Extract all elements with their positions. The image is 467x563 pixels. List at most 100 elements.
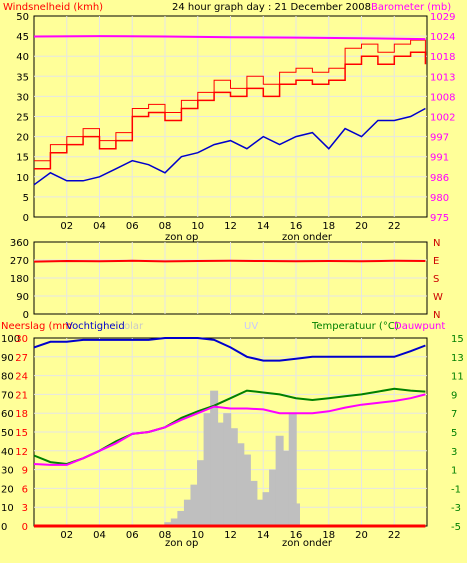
y2-tick-label: 975 bbox=[430, 213, 449, 224]
y-tick-label: 90 bbox=[16, 292, 29, 303]
humidity-tick-label: 0 bbox=[1, 522, 7, 533]
rain-tick-label: 6 bbox=[22, 484, 28, 495]
solar-bar bbox=[282, 450, 291, 526]
rain-tick-label: 27 bbox=[15, 353, 28, 364]
x-tick-label: 04 bbox=[93, 530, 106, 541]
humidity-tick-label: 70 bbox=[1, 390, 14, 401]
y2-tick-label: 1018 bbox=[430, 52, 455, 63]
x-tick-label: 14 bbox=[257, 530, 270, 541]
rain-tick-label: 30 bbox=[15, 334, 28, 345]
average-wind-line bbox=[33, 107, 426, 186]
temperature-tick-label: -5 bbox=[451, 522, 461, 533]
x-tick-label: 04 bbox=[93, 221, 106, 232]
rain-tick-label: 9 bbox=[22, 466, 28, 477]
x-tick-label: 14 bbox=[257, 221, 270, 232]
x-tick-label: 22 bbox=[388, 221, 401, 232]
solar-bar bbox=[203, 413, 212, 526]
solar-bar bbox=[170, 518, 179, 526]
uv-axis-label: UV bbox=[244, 321, 258, 332]
solar-bar bbox=[275, 435, 284, 526]
temperature-tick-label: 9 bbox=[451, 390, 457, 401]
humidity-line bbox=[33, 337, 426, 362]
solar-bar bbox=[292, 503, 300, 526]
solar-bar bbox=[216, 422, 225, 526]
y-tick-label: 360 bbox=[10, 238, 29, 249]
x-tick-label: 06 bbox=[126, 221, 139, 232]
y2-tick-label: 1002 bbox=[430, 113, 455, 124]
solar-bar bbox=[262, 492, 271, 526]
dewpoint-axis-label: Dauwpunt bbox=[394, 321, 445, 332]
barometer-line bbox=[33, 35, 426, 41]
baro-axis-label: Barometer (mb) bbox=[371, 2, 451, 13]
humidity-tick-label: 60 bbox=[1, 409, 14, 420]
sunset-label-3: zon onder bbox=[282, 538, 333, 549]
rain-tick-label: 18 bbox=[15, 409, 28, 420]
x-tick-label: 22 bbox=[388, 530, 401, 541]
wind-direction-line bbox=[33, 259, 426, 263]
y-tick-label: 0 bbox=[23, 310, 29, 321]
rain-tick-label: 21 bbox=[15, 390, 28, 401]
x-tick-label: 16 bbox=[290, 221, 303, 232]
rain-tick-label: 24 bbox=[15, 372, 28, 383]
panel1-series bbox=[33, 35, 427, 186]
panel3-x-ticks: 02 04 06 08 10 12 14 16 18 20 22 bbox=[60, 530, 400, 541]
y2-tick-label: 991 bbox=[430, 153, 449, 164]
solar-bar bbox=[183, 499, 192, 526]
wind-axis-label: Windsnelheid (kmh) bbox=[3, 2, 103, 13]
y-tick-label: 5 bbox=[23, 193, 29, 204]
solar-bar bbox=[177, 510, 186, 526]
x-tick-label: 06 bbox=[126, 530, 139, 541]
panel1-x-ticks: 02 04 06 08 10 12 14 16 18 20 22 bbox=[60, 221, 400, 232]
y-tick-label: 15 bbox=[16, 153, 29, 164]
solar-bar bbox=[229, 428, 238, 526]
panel2-left-ticks: 0 90 180 270 360 bbox=[10, 238, 29, 321]
rain-tick-label: 0 bbox=[22, 522, 28, 533]
temperature-tick-label: 5 bbox=[451, 428, 457, 439]
solar-bar bbox=[236, 443, 245, 526]
y-tick-label: 180 bbox=[10, 274, 29, 285]
rain-tick-label: 12 bbox=[15, 447, 28, 458]
humidity-tick-label: 10 bbox=[1, 503, 14, 514]
y2-tick-label: 980 bbox=[430, 193, 449, 204]
humidity-tick-label: 100 bbox=[1, 334, 20, 345]
sunset-label-1: zon onder bbox=[282, 232, 333, 243]
compass-tick-label: E bbox=[433, 256, 439, 267]
y2-tick-label: 1024 bbox=[430, 32, 455, 43]
solar-bar bbox=[190, 484, 199, 526]
chart-title: 24 hour graph day : 21 December 2008 bbox=[172, 2, 371, 13]
compass-tick-label: N bbox=[433, 238, 440, 249]
panel1-left-ticks: 0 5 10 15 20 25 30 35 40 45 50 bbox=[16, 12, 29, 224]
y-tick-label: 270 bbox=[10, 256, 29, 267]
temperature-axis-label: Temperatuur (°C) bbox=[311, 321, 399, 332]
temperature-tick-label: -3 bbox=[451, 503, 461, 514]
temperature-tick-label: 7 bbox=[451, 409, 457, 420]
y-tick-label: 35 bbox=[16, 72, 29, 83]
y2-tick-label: 997 bbox=[430, 133, 449, 144]
y-tick-label: 20 bbox=[16, 133, 29, 144]
solar-bar bbox=[249, 480, 258, 526]
y-tick-label: 0 bbox=[23, 213, 29, 224]
x-tick-label: 08 bbox=[159, 530, 172, 541]
x-tick-label: 18 bbox=[322, 530, 335, 541]
x-tick-label: 18 bbox=[322, 221, 335, 232]
panel3-series bbox=[33, 337, 426, 528]
x-tick-label: 10 bbox=[191, 221, 204, 232]
x-tick-label: 20 bbox=[355, 530, 368, 541]
y-tick-label: 30 bbox=[16, 92, 29, 103]
temperature-tick-label: 1 bbox=[451, 466, 457, 477]
x-tick-label: 10 bbox=[191, 530, 204, 541]
temperature-tick-label: 13 bbox=[451, 353, 464, 364]
y2-tick-label: 1013 bbox=[430, 72, 455, 83]
panel1-right-ticks: 975 980 986 991 997 1002 1008 1013 1018 1024 1029 bbox=[430, 12, 455, 224]
sunrise-label-1: zon op bbox=[165, 232, 198, 243]
solar-bar bbox=[210, 390, 219, 526]
humidity-tick-label: 80 bbox=[1, 372, 14, 383]
x-tick-label: 12 bbox=[224, 530, 237, 541]
